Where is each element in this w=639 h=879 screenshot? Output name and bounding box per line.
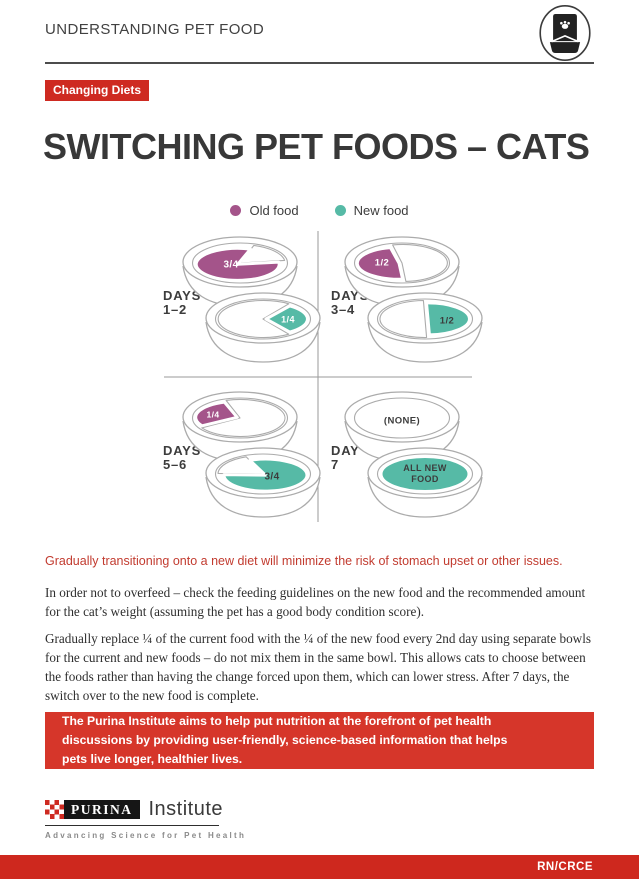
food-portion-old: [355, 246, 405, 281]
day-label: DAYS: [163, 443, 201, 458]
food-portion-old: [194, 400, 239, 428]
legend-label: Old food: [249, 203, 299, 218]
day-label: DAY: [331, 443, 360, 458]
portion-label: 3/4: [264, 472, 279, 483]
callout-text: The Purina Institute aims to help put nu…: [62, 714, 508, 766]
day-label: 5–6: [163, 457, 187, 472]
portion-label: 1/2: [440, 316, 454, 327]
portion-label: 1/4: [206, 409, 219, 419]
bowl-days-1–2-old: 3/4: [182, 236, 298, 307]
footer-code: RN/CRCE: [537, 861, 593, 873]
header-divider: [45, 62, 594, 64]
day-label: 1–2: [163, 302, 187, 317]
portion-label: ALL NEW: [403, 463, 447, 473]
portion-label: (NONE): [384, 416, 420, 427]
legend-label: New food: [353, 203, 409, 218]
day-label: DAYS: [163, 288, 201, 303]
legend: Old food New food: [0, 203, 639, 218]
logo-tagline: Advancing Science for Pet Health: [45, 831, 247, 840]
institute-wordmark: Institute: [148, 798, 224, 820]
portion-label: 1/2: [375, 258, 389, 269]
day-label: 7: [331, 457, 339, 472]
legend-dot: [334, 205, 346, 216]
paragraph-1: In order not to overfeed – check the fee…: [45, 585, 586, 619]
food-portion-new: [264, 304, 309, 334]
legend-item-old-food: Old food: [230, 203, 299, 218]
food-portion-old: [194, 246, 281, 282]
footer-bar: RN/CRCE: [0, 855, 639, 879]
portion-label: 1/4: [281, 314, 295, 324]
portion-label: 3/4: [223, 260, 238, 271]
page-title: SWITCHING PET FOODS – CATS: [43, 126, 590, 167]
bowl-days-3–4-old: 1/2: [344, 236, 460, 307]
bowl-days-3–4-new: 1/2: [367, 292, 483, 363]
page-kicker: UNDERSTANDING PET FOOD: [45, 21, 265, 38]
purina-institute-callout: The Purina Institute aims to help put nu…: [45, 712, 594, 769]
purina-institute-logo: PURINA Institute Advancing Science for P…: [45, 798, 246, 840]
logo-divider: [45, 825, 219, 826]
legend-dot: [230, 205, 242, 216]
pet-food-bag-bowl-icon: [539, 5, 591, 61]
bowl-days-1–2-new: 1/4: [205, 292, 321, 363]
food-portion-new: [222, 457, 309, 493]
transition-diagram: DAYS1–23/41/4DAYS3–41/21/2DAYS5–61/43/4D…: [163, 231, 483, 522]
portion-label: FOOD: [411, 474, 439, 484]
food-portion-new: [379, 455, 471, 493]
category-badge: Changing Diets: [45, 80, 150, 101]
day-label: 3–4: [331, 302, 355, 317]
lead-sentence: Gradually transitioning onto a new diet …: [45, 554, 563, 568]
body-copy: In order not to overfeed – check the fee…: [45, 584, 598, 742]
legend-item-new-food: New food: [334, 203, 409, 218]
bowl-days-5–6-new: 3/4: [205, 447, 321, 518]
food-portion-new: [425, 301, 471, 337]
paragraph-2: Gradually replace ¼ of the current food …: [45, 631, 592, 703]
purina-checkerboard-icon: [45, 800, 64, 819]
purina-wordmark: PURINA: [64, 800, 140, 819]
